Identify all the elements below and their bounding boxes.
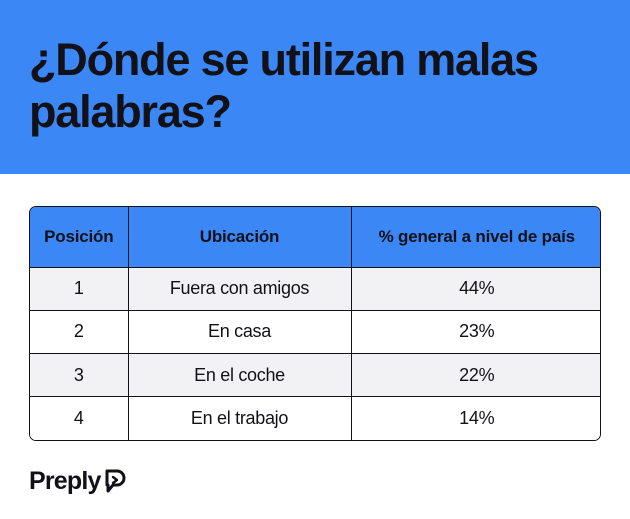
header-banner: ¿Dónde se utilizan malas palabras?: [0, 0, 630, 174]
table-row: 2 En casa 23%: [30, 310, 600, 355]
cell-percent: 23%: [351, 310, 600, 355]
brand-logo: Preply: [29, 463, 126, 499]
cell-location: Fuera con amigos: [128, 267, 352, 311]
brand-name: Preply: [29, 466, 101, 495]
cell-percent: 14%: [459, 408, 495, 429]
page-title: ¿Dónde se utilizan malas palabras?: [29, 34, 539, 137]
cell-location: En el trabajo: [128, 396, 352, 440]
table-row: 1 Fuera con amigos 44%: [30, 267, 600, 311]
column-header-position: Posición: [30, 207, 129, 268]
cell-position: 2: [30, 310, 129, 355]
cell-location: En casa: [128, 310, 352, 355]
table-row: 4 En el trabajo 14%: [30, 396, 600, 440]
cell-percent: 22%: [351, 353, 600, 398]
table-row: 3 En el coche 22%: [30, 353, 600, 398]
preply-logo-icon: [104, 468, 126, 494]
column-header-location: Ubicación: [128, 207, 352, 268]
cell-location: En el coche: [128, 353, 352, 398]
cell-percent: 44%: [351, 267, 600, 311]
cell-position: 1: [30, 267, 129, 311]
data-table: Posición Ubicación % general a nivel de …: [29, 206, 601, 441]
cell-position: 3: [30, 353, 129, 398]
cell-position: 4: [30, 396, 129, 440]
table-header-row: Posición Ubicación % general a nivel de …: [30, 207, 600, 268]
column-header-percent: % general a nivel de país: [351, 207, 600, 268]
